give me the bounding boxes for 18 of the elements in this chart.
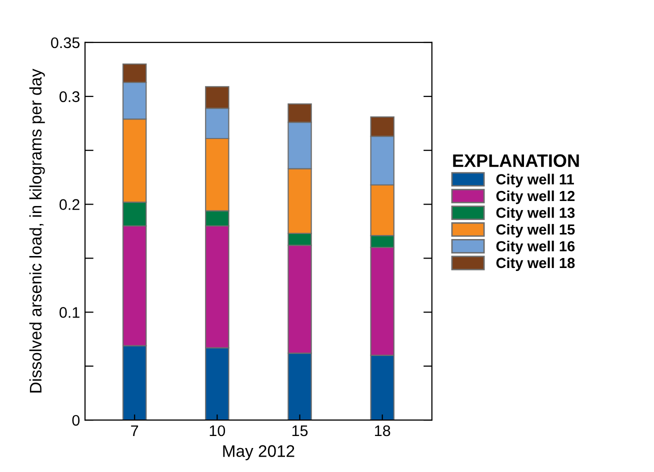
y-tick-label: 0 xyxy=(72,414,80,426)
x-tick-label: 18 xyxy=(375,425,390,436)
legend-label: City well 13 xyxy=(496,207,575,221)
legend-label: City well 18 xyxy=(496,257,575,272)
y-tick-label: 0.3 xyxy=(60,91,80,102)
legend-title: EXPLANATION xyxy=(453,154,579,168)
legend-label: City well 11 xyxy=(496,174,574,188)
legend-label: City well 12 xyxy=(496,190,575,204)
y-tick-label: 0.1 xyxy=(60,307,80,318)
y-axis-title: Dissolved arsenic load, in kilograms per day xyxy=(29,68,45,392)
legend-label: City well 15 xyxy=(496,224,575,238)
legend-label: City well 16 xyxy=(496,240,575,254)
x-tick-label: 10 xyxy=(210,425,226,436)
y-tick-label: 0.2 xyxy=(60,199,80,210)
y-tick-label: 0.35 xyxy=(51,37,80,48)
x-tick-label: 15 xyxy=(292,426,308,436)
x-tick-label: 7 xyxy=(131,426,138,436)
x-axis-title: May 2012 xyxy=(223,445,294,460)
